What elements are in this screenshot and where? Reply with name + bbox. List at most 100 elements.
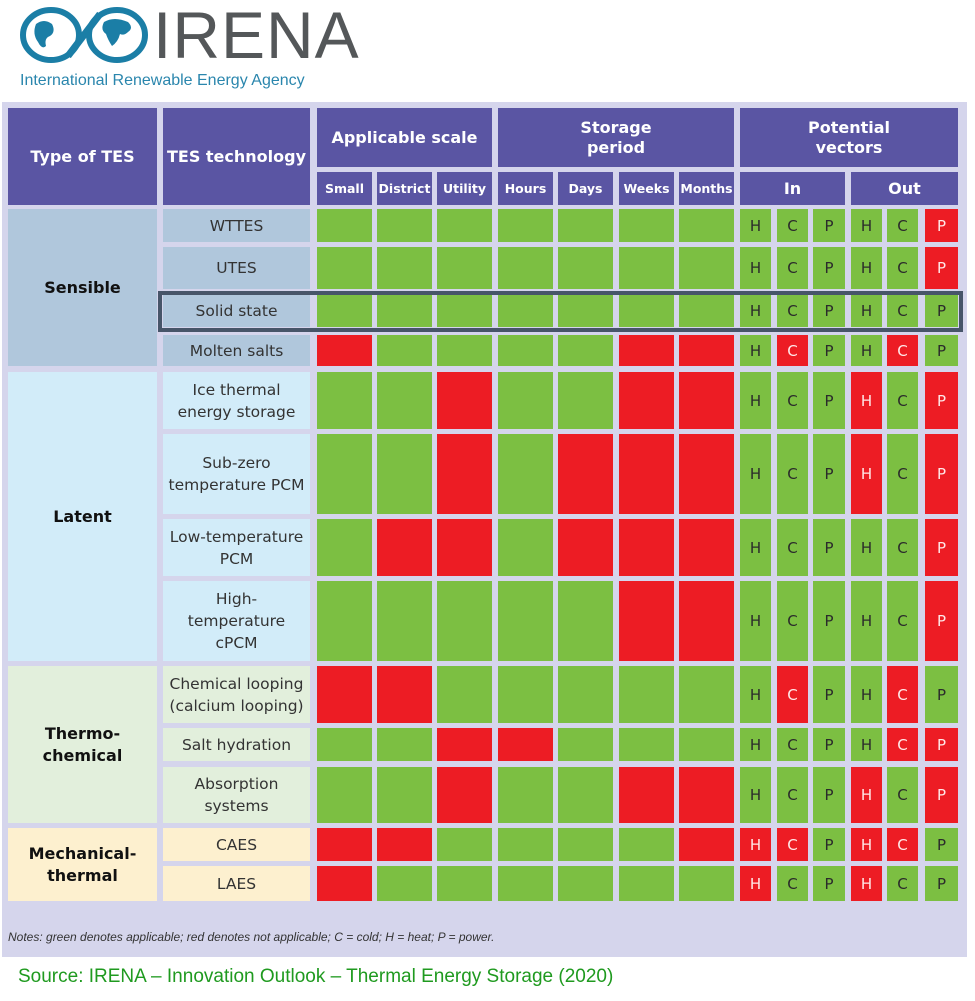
source-text: Source: IRENA – Innovation Outlook – The…: [18, 966, 614, 987]
vector-cell-out: H: [851, 866, 882, 901]
subheader-scale-2: Utility: [437, 172, 492, 205]
tes-technology-name: Absorption systems: [163, 767, 310, 823]
applicable-scale-cell: [377, 372, 432, 429]
vector-cell-out: C: [887, 247, 918, 289]
vector-cell-in: P: [813, 828, 845, 861]
vector-cell-out: H: [851, 372, 882, 429]
applicable-scale-cell: [437, 247, 492, 289]
vector-cell-in: P: [813, 434, 845, 514]
applicable-period-cell: [558, 728, 613, 761]
tes-type-3: Mechanical- thermal: [8, 828, 157, 901]
not-applicable-period-cell: [619, 335, 674, 366]
vector-cell-in: P: [813, 581, 845, 661]
not-applicable-scale-cell: [377, 519, 432, 576]
vector-cell-out: P: [925, 666, 958, 723]
not-applicable-scale-cell: [377, 666, 432, 723]
not-applicable-scale-cell: [437, 728, 492, 761]
applicable-period-cell: [619, 294, 674, 327]
not-applicable-period-cell: [679, 828, 734, 861]
vector-cell-in: H: [740, 434, 771, 514]
vector-cell-out: H: [851, 581, 882, 661]
vector-cell-in: C: [777, 828, 808, 861]
applicable-period-cell: [498, 866, 553, 901]
applicable-scale-cell: [437, 828, 492, 861]
applicable-scale-cell: [377, 335, 432, 366]
applicable-period-cell: [619, 666, 674, 723]
applicable-period-cell: [498, 294, 553, 327]
vector-cell-out: P: [925, 519, 958, 576]
not-applicable-period-cell: [619, 767, 674, 823]
applicable-period-cell: [619, 247, 674, 289]
vector-cell-out: H: [851, 294, 882, 327]
vector-cell-in: H: [740, 866, 771, 901]
subheader-scale-0: Small: [317, 172, 372, 205]
vector-cell-out: C: [887, 519, 918, 576]
vector-cell-in: C: [777, 866, 808, 901]
applicable-period-cell: [498, 372, 553, 429]
applicable-scale-cell: [377, 866, 432, 901]
applicable-period-cell: [498, 519, 553, 576]
vector-cell-out: P: [925, 372, 958, 429]
header-applicable-scale: Applicable scale: [317, 108, 492, 167]
not-applicable-scale-cell: [377, 828, 432, 861]
subheader-scale-1: District: [377, 172, 432, 205]
applicable-period-cell: [558, 666, 613, 723]
irena-logo: IRENA International Renewable Energy Age…: [0, 0, 368, 100]
applicable-period-cell: [558, 828, 613, 861]
applicable-period-cell: [679, 728, 734, 761]
not-applicable-period-cell: [558, 434, 613, 514]
vector-cell-in: C: [777, 335, 808, 366]
applicable-period-cell: [558, 294, 613, 327]
tes-technology-name: Molten salts: [163, 335, 310, 366]
applicable-period-cell: [498, 828, 553, 861]
applicable-period-cell: [558, 335, 613, 366]
applicable-scale-cell: [437, 866, 492, 901]
applicable-period-cell: [619, 866, 674, 901]
vector-cell-in: C: [777, 209, 808, 242]
tes-type-2: Thermo- chemical: [8, 666, 157, 823]
applicable-period-cell: [558, 372, 613, 429]
applicable-period-cell: [498, 666, 553, 723]
header-potential-vectors: Potential vectors: [740, 108, 958, 167]
applicable-scale-cell: [317, 519, 372, 576]
vector-cell-out: P: [925, 866, 958, 901]
applicable-period-cell: [498, 247, 553, 289]
vector-cell-out: P: [925, 728, 958, 761]
vector-cell-in: C: [777, 581, 808, 661]
applicable-period-cell: [498, 767, 553, 823]
vector-cell-out: C: [887, 866, 918, 901]
vector-cell-out: P: [925, 335, 958, 366]
not-applicable-scale-cell: [437, 434, 492, 514]
not-applicable-period-cell: [679, 767, 734, 823]
vector-cell-in: H: [740, 335, 771, 366]
applicable-scale-cell: [377, 767, 432, 823]
vector-cell-in: H: [740, 372, 771, 429]
header-tes-technology: TES technology: [163, 108, 310, 205]
applicable-period-cell: [558, 247, 613, 289]
not-applicable-period-cell: [679, 581, 734, 661]
not-applicable-scale-cell: [437, 372, 492, 429]
subheader-period-1: Days: [558, 172, 613, 205]
applicable-period-cell: [679, 247, 734, 289]
applicable-scale-cell: [437, 335, 492, 366]
applicable-scale-cell: [317, 209, 372, 242]
vector-cell-in: P: [813, 209, 845, 242]
vector-cell-in: C: [777, 728, 808, 761]
vector-cell-in: H: [740, 519, 771, 576]
vector-cell-in: C: [777, 519, 808, 576]
vector-cell-in: C: [777, 247, 808, 289]
vector-cell-in: C: [777, 767, 808, 823]
not-applicable-period-cell: [619, 372, 674, 429]
applicable-scale-cell: [317, 294, 372, 327]
vector-cell-in: H: [740, 247, 771, 289]
applicable-scale-cell: [377, 728, 432, 761]
applicable-period-cell: [619, 828, 674, 861]
not-applicable-period-cell: [679, 519, 734, 576]
tes-technology-name: Salt hydration: [163, 728, 310, 761]
notes-text: Notes: green denotes applicable; red den…: [8, 930, 495, 944]
subheader-in: In: [740, 172, 845, 205]
globe-infinity-icon: [20, 7, 148, 63]
tes-technology-name: Low-temperature PCM: [163, 519, 310, 576]
applicable-scale-cell: [377, 247, 432, 289]
vector-cell-in: P: [813, 666, 845, 723]
